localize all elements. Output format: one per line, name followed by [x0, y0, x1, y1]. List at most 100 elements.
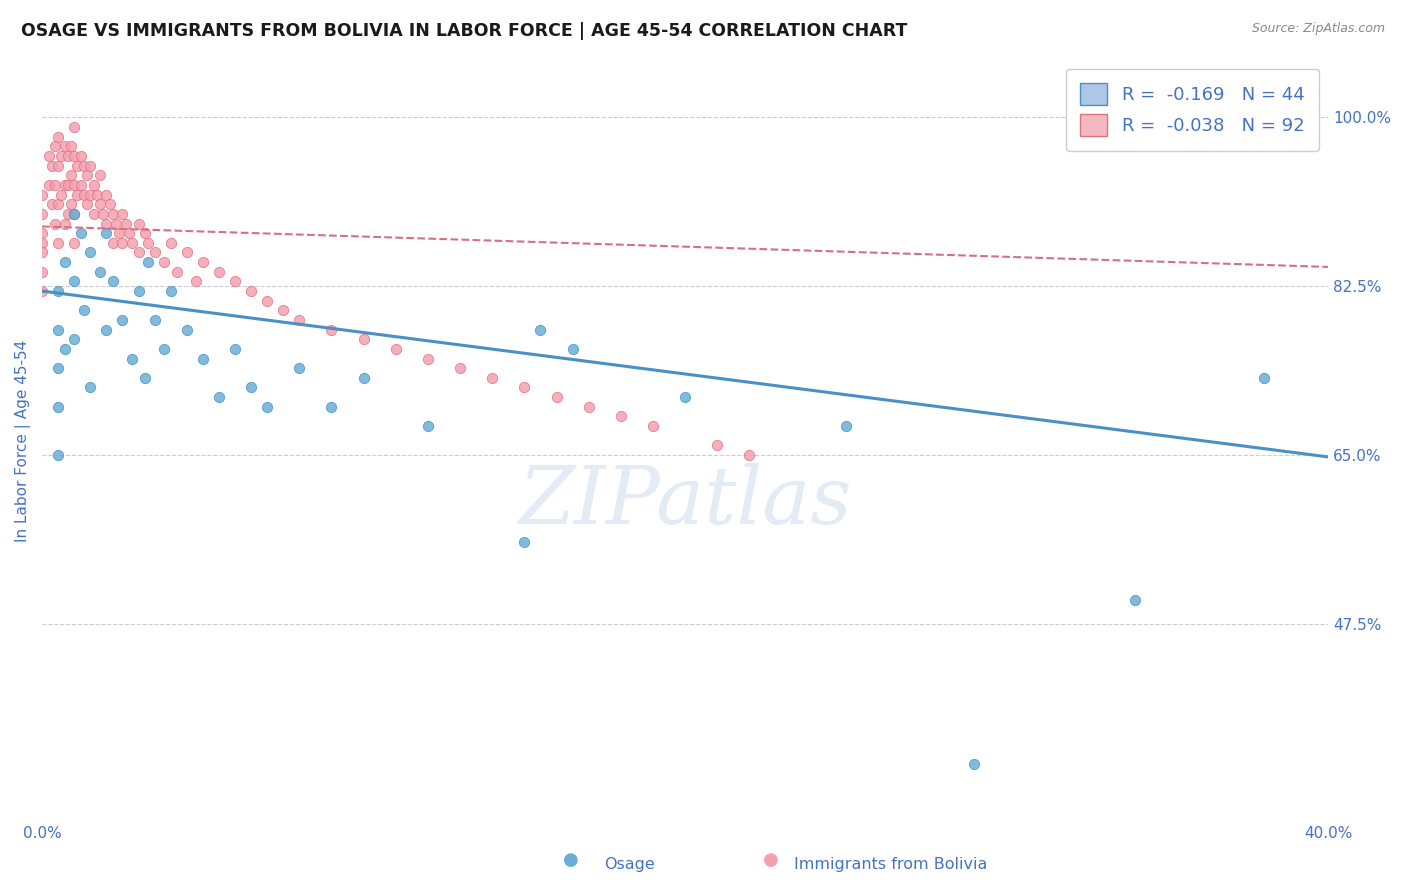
Point — [136, 235, 159, 250]
Point — [41, 197, 63, 211]
Point — [83, 207, 105, 221]
Point — [384, 342, 406, 356]
Point — [108, 226, 131, 240]
Point — [271, 303, 294, 318]
Point — [118, 226, 141, 240]
Point — [56, 178, 79, 192]
Text: Source: ZipAtlas.com: Source: ZipAtlas.com — [1251, 22, 1385, 36]
Point — [288, 313, 311, 327]
Point — [53, 139, 76, 153]
Point — [60, 139, 83, 153]
Point — [114, 217, 136, 231]
Point — [191, 351, 214, 366]
Point — [128, 284, 150, 298]
Point — [96, 226, 118, 240]
Point — [240, 380, 263, 394]
Point — [46, 284, 69, 298]
Point — [79, 187, 101, 202]
Point — [46, 323, 69, 337]
Point — [73, 187, 96, 202]
Point — [63, 235, 86, 250]
Point — [46, 159, 69, 173]
Point — [53, 342, 76, 356]
Point — [105, 217, 128, 231]
Point — [481, 371, 503, 385]
Text: ●: ● — [562, 851, 579, 869]
Point — [31, 284, 53, 298]
Point — [134, 371, 156, 385]
Point — [153, 342, 176, 356]
Point — [31, 226, 53, 240]
Point — [46, 235, 69, 250]
Point — [69, 226, 91, 240]
Point — [1253, 371, 1275, 385]
Point — [166, 265, 188, 279]
Point — [83, 178, 105, 192]
Point — [963, 756, 986, 771]
Point — [89, 265, 111, 279]
Point — [63, 332, 86, 346]
Point — [101, 274, 124, 288]
Point — [46, 361, 69, 376]
Point — [288, 361, 311, 376]
Point — [143, 313, 166, 327]
Point — [121, 235, 143, 250]
Point — [208, 265, 231, 279]
Point — [111, 207, 134, 221]
Text: Osage: Osage — [605, 857, 655, 872]
Point — [578, 400, 600, 414]
Point — [513, 534, 536, 549]
Point — [416, 351, 439, 366]
Point — [96, 323, 118, 337]
Point — [56, 149, 79, 163]
Text: Immigrants from Bolivia: Immigrants from Bolivia — [794, 857, 988, 872]
Point — [31, 207, 53, 221]
Point — [51, 149, 73, 163]
Point — [76, 197, 98, 211]
Point — [706, 438, 728, 452]
Point — [60, 169, 83, 183]
Point — [136, 255, 159, 269]
Point — [63, 207, 86, 221]
Point — [128, 217, 150, 231]
Point — [513, 380, 536, 394]
Point — [240, 284, 263, 298]
Point — [186, 274, 208, 288]
Point — [91, 207, 114, 221]
Point — [86, 187, 108, 202]
Point — [38, 178, 60, 192]
Point — [79, 159, 101, 173]
Point — [416, 419, 439, 434]
Point — [63, 207, 86, 221]
Point — [353, 371, 375, 385]
Point — [101, 207, 124, 221]
Point — [56, 207, 79, 221]
Point — [41, 159, 63, 173]
Point — [79, 245, 101, 260]
Point — [159, 235, 181, 250]
Point — [53, 178, 76, 192]
Point — [321, 400, 343, 414]
Legend: R =  -0.169   N = 44, R =  -0.038   N = 92: R = -0.169 N = 44, R = -0.038 N = 92 — [1066, 69, 1319, 151]
Point — [69, 149, 91, 163]
Point — [153, 255, 176, 269]
Point — [224, 274, 246, 288]
Point — [321, 323, 343, 337]
Point — [79, 380, 101, 394]
Point — [89, 197, 111, 211]
Point — [546, 390, 568, 404]
Point — [101, 235, 124, 250]
Point — [31, 245, 53, 260]
Point — [51, 187, 73, 202]
Point — [176, 323, 198, 337]
Point — [224, 342, 246, 356]
Point — [143, 245, 166, 260]
Point — [256, 293, 278, 308]
Point — [31, 265, 53, 279]
Point — [38, 149, 60, 163]
Point — [256, 400, 278, 414]
Point — [176, 245, 198, 260]
Point — [63, 120, 86, 134]
Point — [46, 129, 69, 144]
Point — [835, 419, 858, 434]
